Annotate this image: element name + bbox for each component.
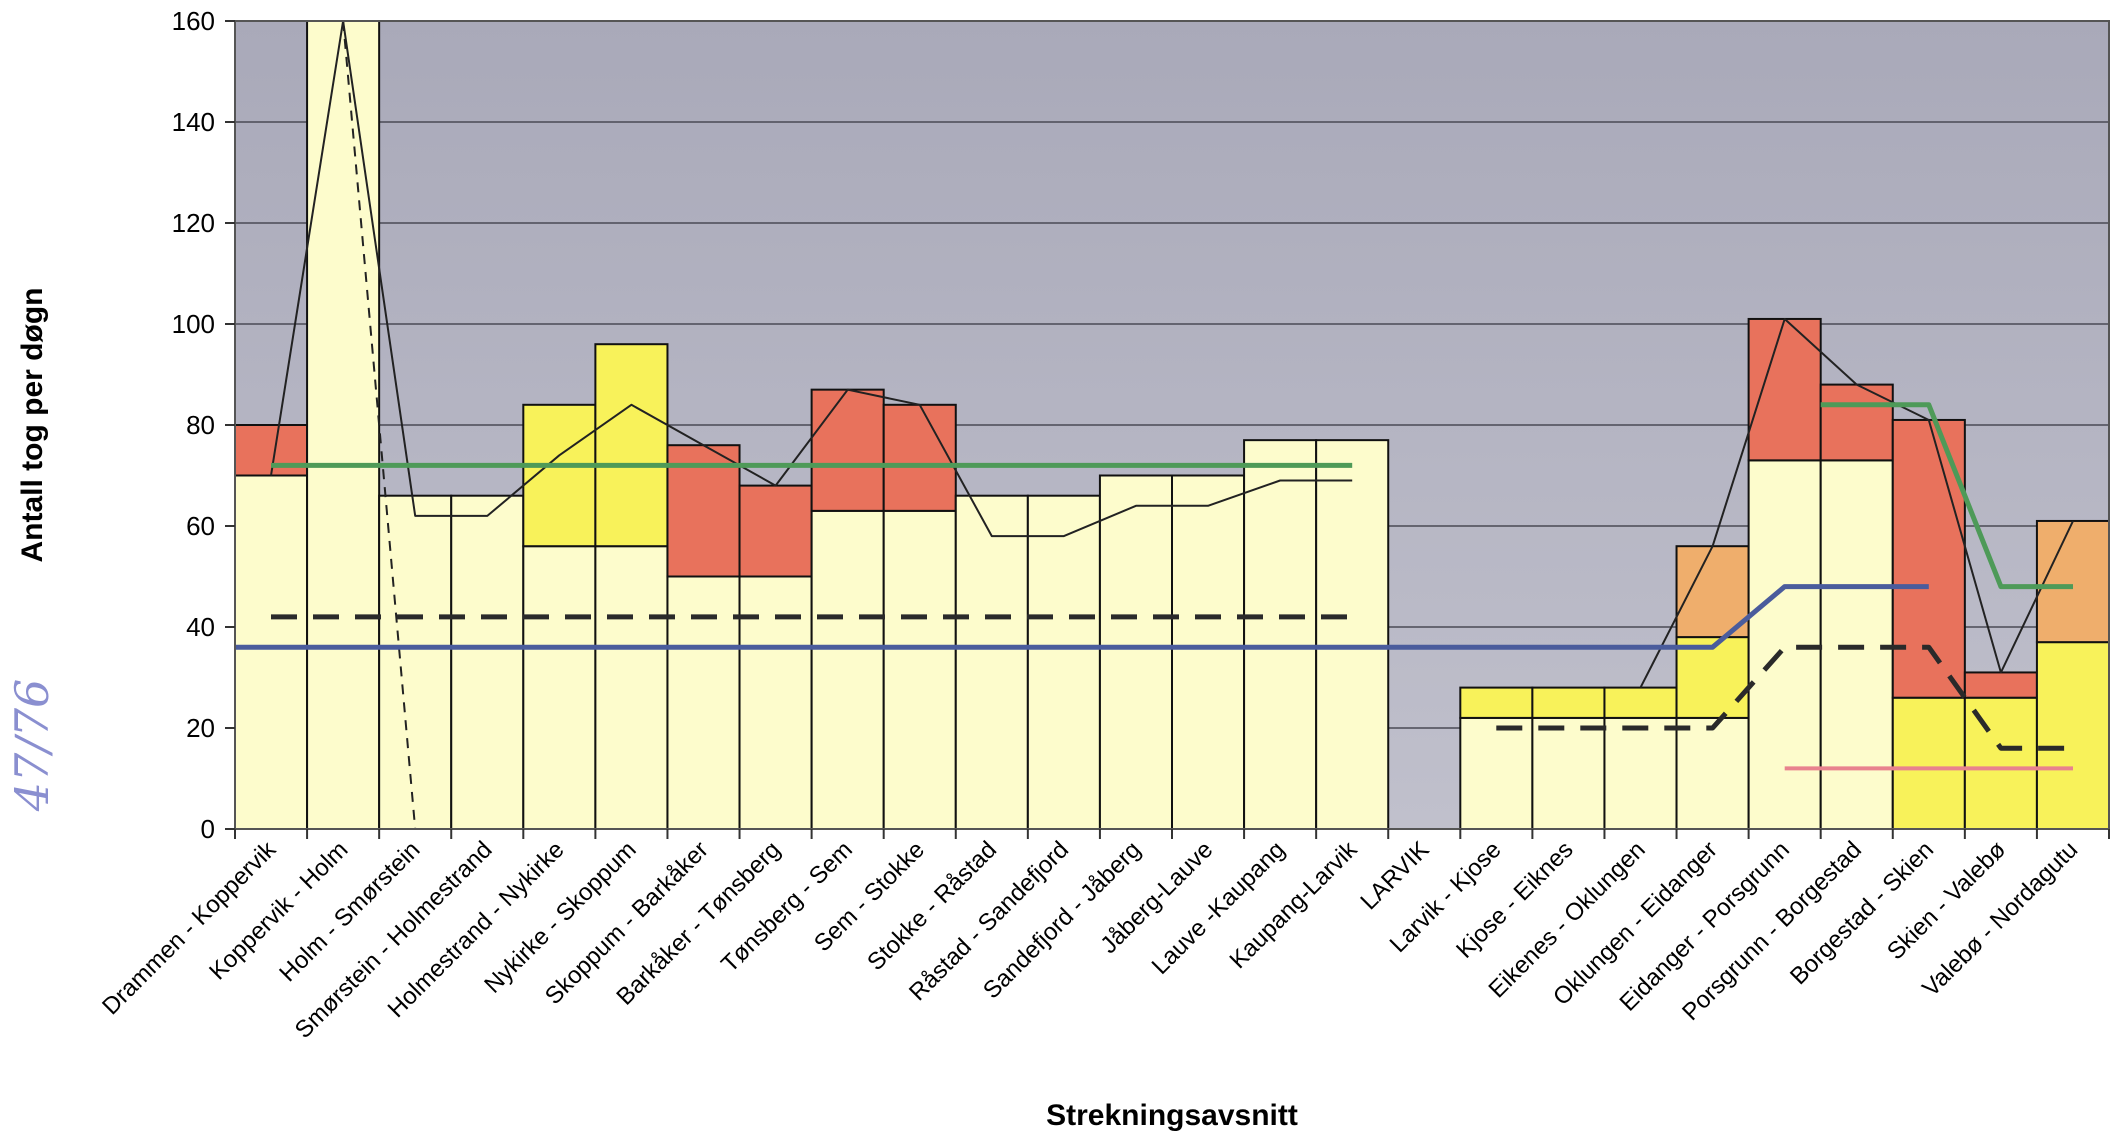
bar-segment <box>1819 459 1894 830</box>
x-tick-label: Tønsberg - Sem <box>716 836 858 978</box>
series-line <box>1496 644 2073 751</box>
series-line <box>1639 318 2074 689</box>
bar-segment <box>1747 317 1822 462</box>
bar-segment <box>1675 716 1750 831</box>
bar-segment <box>1603 716 1678 831</box>
y-tick-label: 100 <box>172 309 215 339</box>
bar-segment <box>378 494 453 830</box>
x-axis-title: Strekningsavsnitt <box>1046 1099 1298 1132</box>
bar-segment <box>234 474 309 830</box>
series-line <box>270 20 1353 538</box>
handwritten-note: 47/76 <box>5 679 59 813</box>
x-tick-label: Stokke - Råstad <box>862 836 1002 976</box>
bar-segment <box>522 545 597 830</box>
bar-segment <box>594 343 669 548</box>
bar-segment <box>306 20 381 830</box>
bar-segment <box>1747 459 1822 830</box>
bar-segment <box>2035 519 2111 644</box>
bar-segment <box>666 575 741 830</box>
bar-segment <box>810 388 885 512</box>
y-tick-label: 60 <box>186 511 215 541</box>
y-tick-label: 20 <box>186 713 215 743</box>
bar-segment <box>738 575 813 830</box>
series-lines <box>235 20 2074 830</box>
bar-segment <box>234 424 309 477</box>
y-axis-title: Antall tog per døgn <box>16 288 49 563</box>
bar-segment <box>1459 716 1534 831</box>
x-tick-label: Lauve -Kaupang <box>1147 836 1291 980</box>
bar-segment <box>450 494 525 830</box>
series-line <box>1820 402 2073 590</box>
bar-segment <box>1171 474 1246 830</box>
bar-segment <box>882 403 957 512</box>
bar-segment <box>1459 686 1534 719</box>
y-axis: 0 20 40 60 80 100 120 140 160 <box>172 6 235 844</box>
bar-segment <box>1531 686 1606 719</box>
bar-segment <box>1531 716 1606 831</box>
y-tick-label: 0 <box>201 814 215 844</box>
bar-segment <box>1963 696 2038 831</box>
bar-segment <box>1315 439 1390 830</box>
y-tick-label: 40 <box>186 612 215 642</box>
series-line <box>235 584 1929 650</box>
bar-segment <box>1891 696 1966 831</box>
y-tick-label: 160 <box>172 6 215 36</box>
bar-segment <box>594 545 669 830</box>
bar-segment <box>810 509 885 830</box>
bar-segment <box>1603 686 1678 719</box>
bar-segment <box>738 484 813 578</box>
bar-segment <box>882 509 957 830</box>
x-tick-label: Kaupang-Larvik <box>1224 835 1363 974</box>
y-tick-label: 80 <box>186 410 215 440</box>
bar-segment <box>1098 474 1174 830</box>
bar-segment <box>1963 671 2038 699</box>
bar-segment <box>1243 439 1318 830</box>
bar-segment <box>954 494 1029 830</box>
bar-segment <box>1026 494 1101 830</box>
bar-segment <box>2035 641 2111 831</box>
series-line <box>342 20 417 830</box>
bar-segment <box>1891 418 1966 699</box>
y-tick-label: 140 <box>172 107 215 137</box>
y-tick-label: 120 <box>172 208 215 238</box>
